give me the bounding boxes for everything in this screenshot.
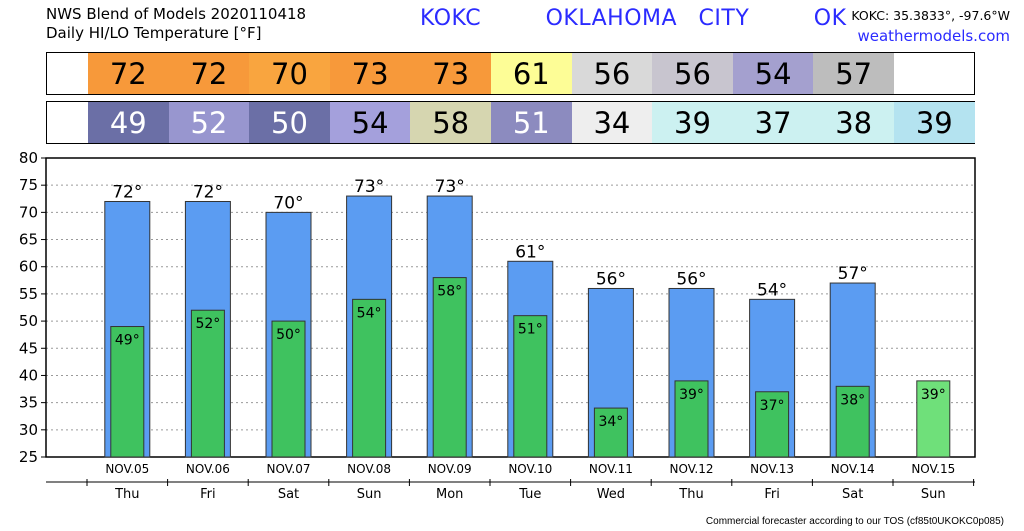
station-title: KOKC OKLAHOMA CITY OK bbox=[420, 6, 847, 31]
x-tick-label: NOV.08 bbox=[347, 462, 391, 476]
low-temp-cell: 58 bbox=[410, 102, 491, 143]
weekday-label: Sat bbox=[842, 487, 863, 502]
y-tick-label: 55 bbox=[19, 285, 38, 303]
high-temp-cell: 72 bbox=[168, 53, 250, 94]
station-coords: KOKC: 35.3833°, -97.6°W bbox=[851, 8, 1010, 23]
weekday-label: Thu bbox=[678, 487, 703, 502]
low-label: 37° bbox=[760, 398, 785, 414]
low-temp-cell: 34 bbox=[571, 102, 653, 143]
weekday-label: Thu bbox=[114, 487, 139, 502]
x-tick-label: NOV.12 bbox=[670, 462, 714, 476]
low-bar bbox=[916, 380, 951, 458]
weekday-label: Sun bbox=[357, 487, 382, 502]
y-tick-label: 60 bbox=[19, 258, 38, 276]
weekday-label: Tue bbox=[518, 487, 541, 502]
low-bar bbox=[674, 380, 709, 458]
high-temp-cell: 56 bbox=[652, 53, 733, 94]
low-temperature-strip: 49 52 50 54 58 51 34 39 37 38 39 bbox=[46, 101, 975, 144]
product-title: NWS Blend of Models 2020110418 bbox=[46, 5, 307, 23]
low-label: 52° bbox=[195, 316, 220, 332]
low-temp-cell: 38 bbox=[813, 102, 894, 143]
low-bar bbox=[110, 326, 145, 458]
x-tick-label: NOV.07 bbox=[267, 462, 311, 476]
low-bar bbox=[513, 315, 548, 458]
y-tick-label: 75 bbox=[19, 176, 38, 194]
weekday-label: Mon bbox=[436, 487, 463, 502]
high-temp-cell: 73 bbox=[410, 53, 491, 94]
low-temp-cell: 51 bbox=[491, 102, 572, 143]
high-label: 72° bbox=[112, 182, 142, 202]
weekday-label: Wed bbox=[597, 487, 625, 502]
x-tick-label: NOV.05 bbox=[105, 462, 149, 476]
low-label: 51° bbox=[518, 322, 543, 338]
x-tick-label: NOV.15 bbox=[911, 462, 955, 476]
y-tick-label: 50 bbox=[19, 312, 38, 330]
low-bar bbox=[352, 298, 387, 458]
low-temp-cell: 39 bbox=[652, 102, 733, 143]
weekday-label: Sun bbox=[921, 487, 946, 502]
low-temp-cell: 49 bbox=[88, 102, 169, 143]
high-label: 57° bbox=[838, 264, 868, 284]
x-tick-label: NOV.10 bbox=[508, 462, 552, 476]
low-bar bbox=[190, 309, 225, 458]
low-temp-cell: 50 bbox=[249, 102, 330, 143]
high-temp-cell: 54 bbox=[732, 53, 814, 94]
high-temp-cell: 73 bbox=[329, 53, 411, 94]
high-label: 61° bbox=[515, 242, 545, 262]
low-bar bbox=[593, 407, 628, 458]
weekday-label: Sat bbox=[278, 487, 299, 502]
low-bar bbox=[271, 320, 306, 458]
x-tick-label: NOV.14 bbox=[831, 462, 875, 476]
low-label: 34° bbox=[598, 414, 623, 430]
high-temp-cell: 72 bbox=[88, 53, 169, 94]
footer-note: Commercial forecaster according to our T… bbox=[705, 516, 1004, 527]
x-tick-label: NOV.11 bbox=[589, 462, 633, 476]
y-tick-label: 80 bbox=[19, 149, 38, 167]
x-tick-label: NOV.13 bbox=[750, 462, 794, 476]
low-temp-cell: 54 bbox=[329, 102, 411, 143]
weekday-label: Fri bbox=[764, 487, 780, 502]
low-label: 54° bbox=[357, 305, 382, 321]
low-temp-cell: 37 bbox=[732, 102, 814, 143]
y-tick-label: 30 bbox=[19, 421, 38, 439]
low-label: 39° bbox=[679, 387, 704, 403]
variable-title: Daily HI/LO Temperature [°F] bbox=[46, 24, 262, 42]
high-label: 73° bbox=[435, 177, 465, 197]
high-label: 54° bbox=[757, 280, 787, 300]
y-tick-label: 45 bbox=[19, 339, 38, 357]
low-label: 58° bbox=[437, 284, 462, 300]
high-label: 72° bbox=[193, 182, 223, 202]
y-tick-label: 40 bbox=[19, 366, 38, 384]
high-temp-cell: 56 bbox=[571, 53, 653, 94]
chart-header: NWS Blend of Models 2020110418 Daily HI/… bbox=[46, 5, 306, 43]
low-bar bbox=[835, 385, 870, 458]
high-label: 56° bbox=[676, 269, 706, 289]
low-label: 38° bbox=[840, 392, 865, 408]
x-tick-label: NOV.09 bbox=[428, 462, 472, 476]
high-label: 73° bbox=[354, 177, 384, 197]
high-temp-cell: 57 bbox=[813, 53, 894, 94]
y-tick-label: 70 bbox=[19, 203, 38, 221]
low-bar bbox=[755, 391, 790, 458]
high-temp-cell: 61 bbox=[491, 53, 572, 94]
low-label: 49° bbox=[115, 333, 140, 349]
y-tick-label: 25 bbox=[19, 448, 38, 466]
high-temp-cell: 70 bbox=[249, 53, 330, 94]
low-label: 39° bbox=[921, 387, 946, 403]
station-info: KOKC: 35.3833°, -97.6°W weathermodels.co… bbox=[851, 6, 1010, 46]
site-link[interactable]: weathermodels.com bbox=[857, 27, 1010, 45]
low-bar bbox=[432, 277, 467, 458]
low-temp-cell: 39 bbox=[894, 102, 975, 143]
y-tick-label: 35 bbox=[19, 394, 38, 412]
high-label: 56° bbox=[596, 269, 626, 289]
high-temperature-strip: 72 72 70 73 73 61 56 56 54 57 bbox=[46, 52, 975, 95]
low-label: 50° bbox=[276, 327, 301, 343]
y-tick-label: 65 bbox=[19, 231, 38, 249]
weekday-label: Fri bbox=[200, 487, 216, 502]
high-label: 70° bbox=[273, 193, 303, 213]
x-tick-label: NOV.06 bbox=[186, 462, 230, 476]
low-temp-cell: 52 bbox=[168, 102, 250, 143]
